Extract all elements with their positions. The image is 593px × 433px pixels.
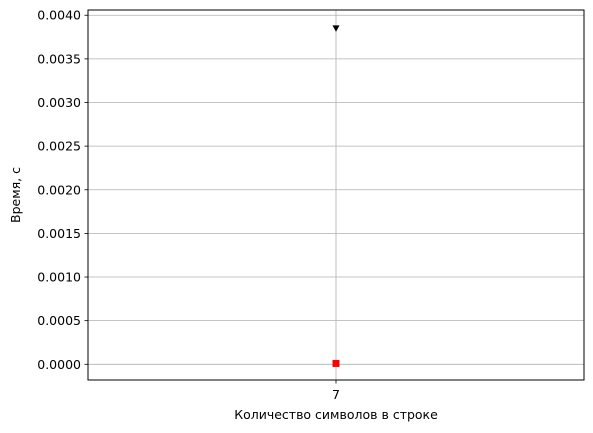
y-tick-label: 0.0040 <box>37 8 81 23</box>
x-axis-label: Количество символов в строке <box>234 407 438 422</box>
y-tick-label: 0.0010 <box>37 270 81 285</box>
y-tick-label: 0.0025 <box>37 139 81 154</box>
y-tick-label: 0.0000 <box>37 357 81 372</box>
y-axis-ticks: 0.0000 0.0005 0.0010 0.0015 0.0020 0.0025 0.00… <box>37 8 88 372</box>
y-tick-label: 0.0015 <box>37 226 81 241</box>
data-point-triangle <box>332 25 340 32</box>
y-tick-label: 0.0020 <box>37 182 81 197</box>
data-markers <box>332 25 340 367</box>
y-tick-label: 0.0035 <box>37 51 81 66</box>
x-axis-ticks: 7 <box>332 380 340 402</box>
y-tick-label: 0.0030 <box>37 95 81 110</box>
grid <box>88 10 584 380</box>
y-tick-label: 0.0005 <box>37 313 81 328</box>
plot-frame <box>87 9 585 381</box>
data-point-square <box>332 359 340 367</box>
y-axis-label: Время, с <box>8 167 23 223</box>
x-tick-label: 7 <box>332 387 340 402</box>
